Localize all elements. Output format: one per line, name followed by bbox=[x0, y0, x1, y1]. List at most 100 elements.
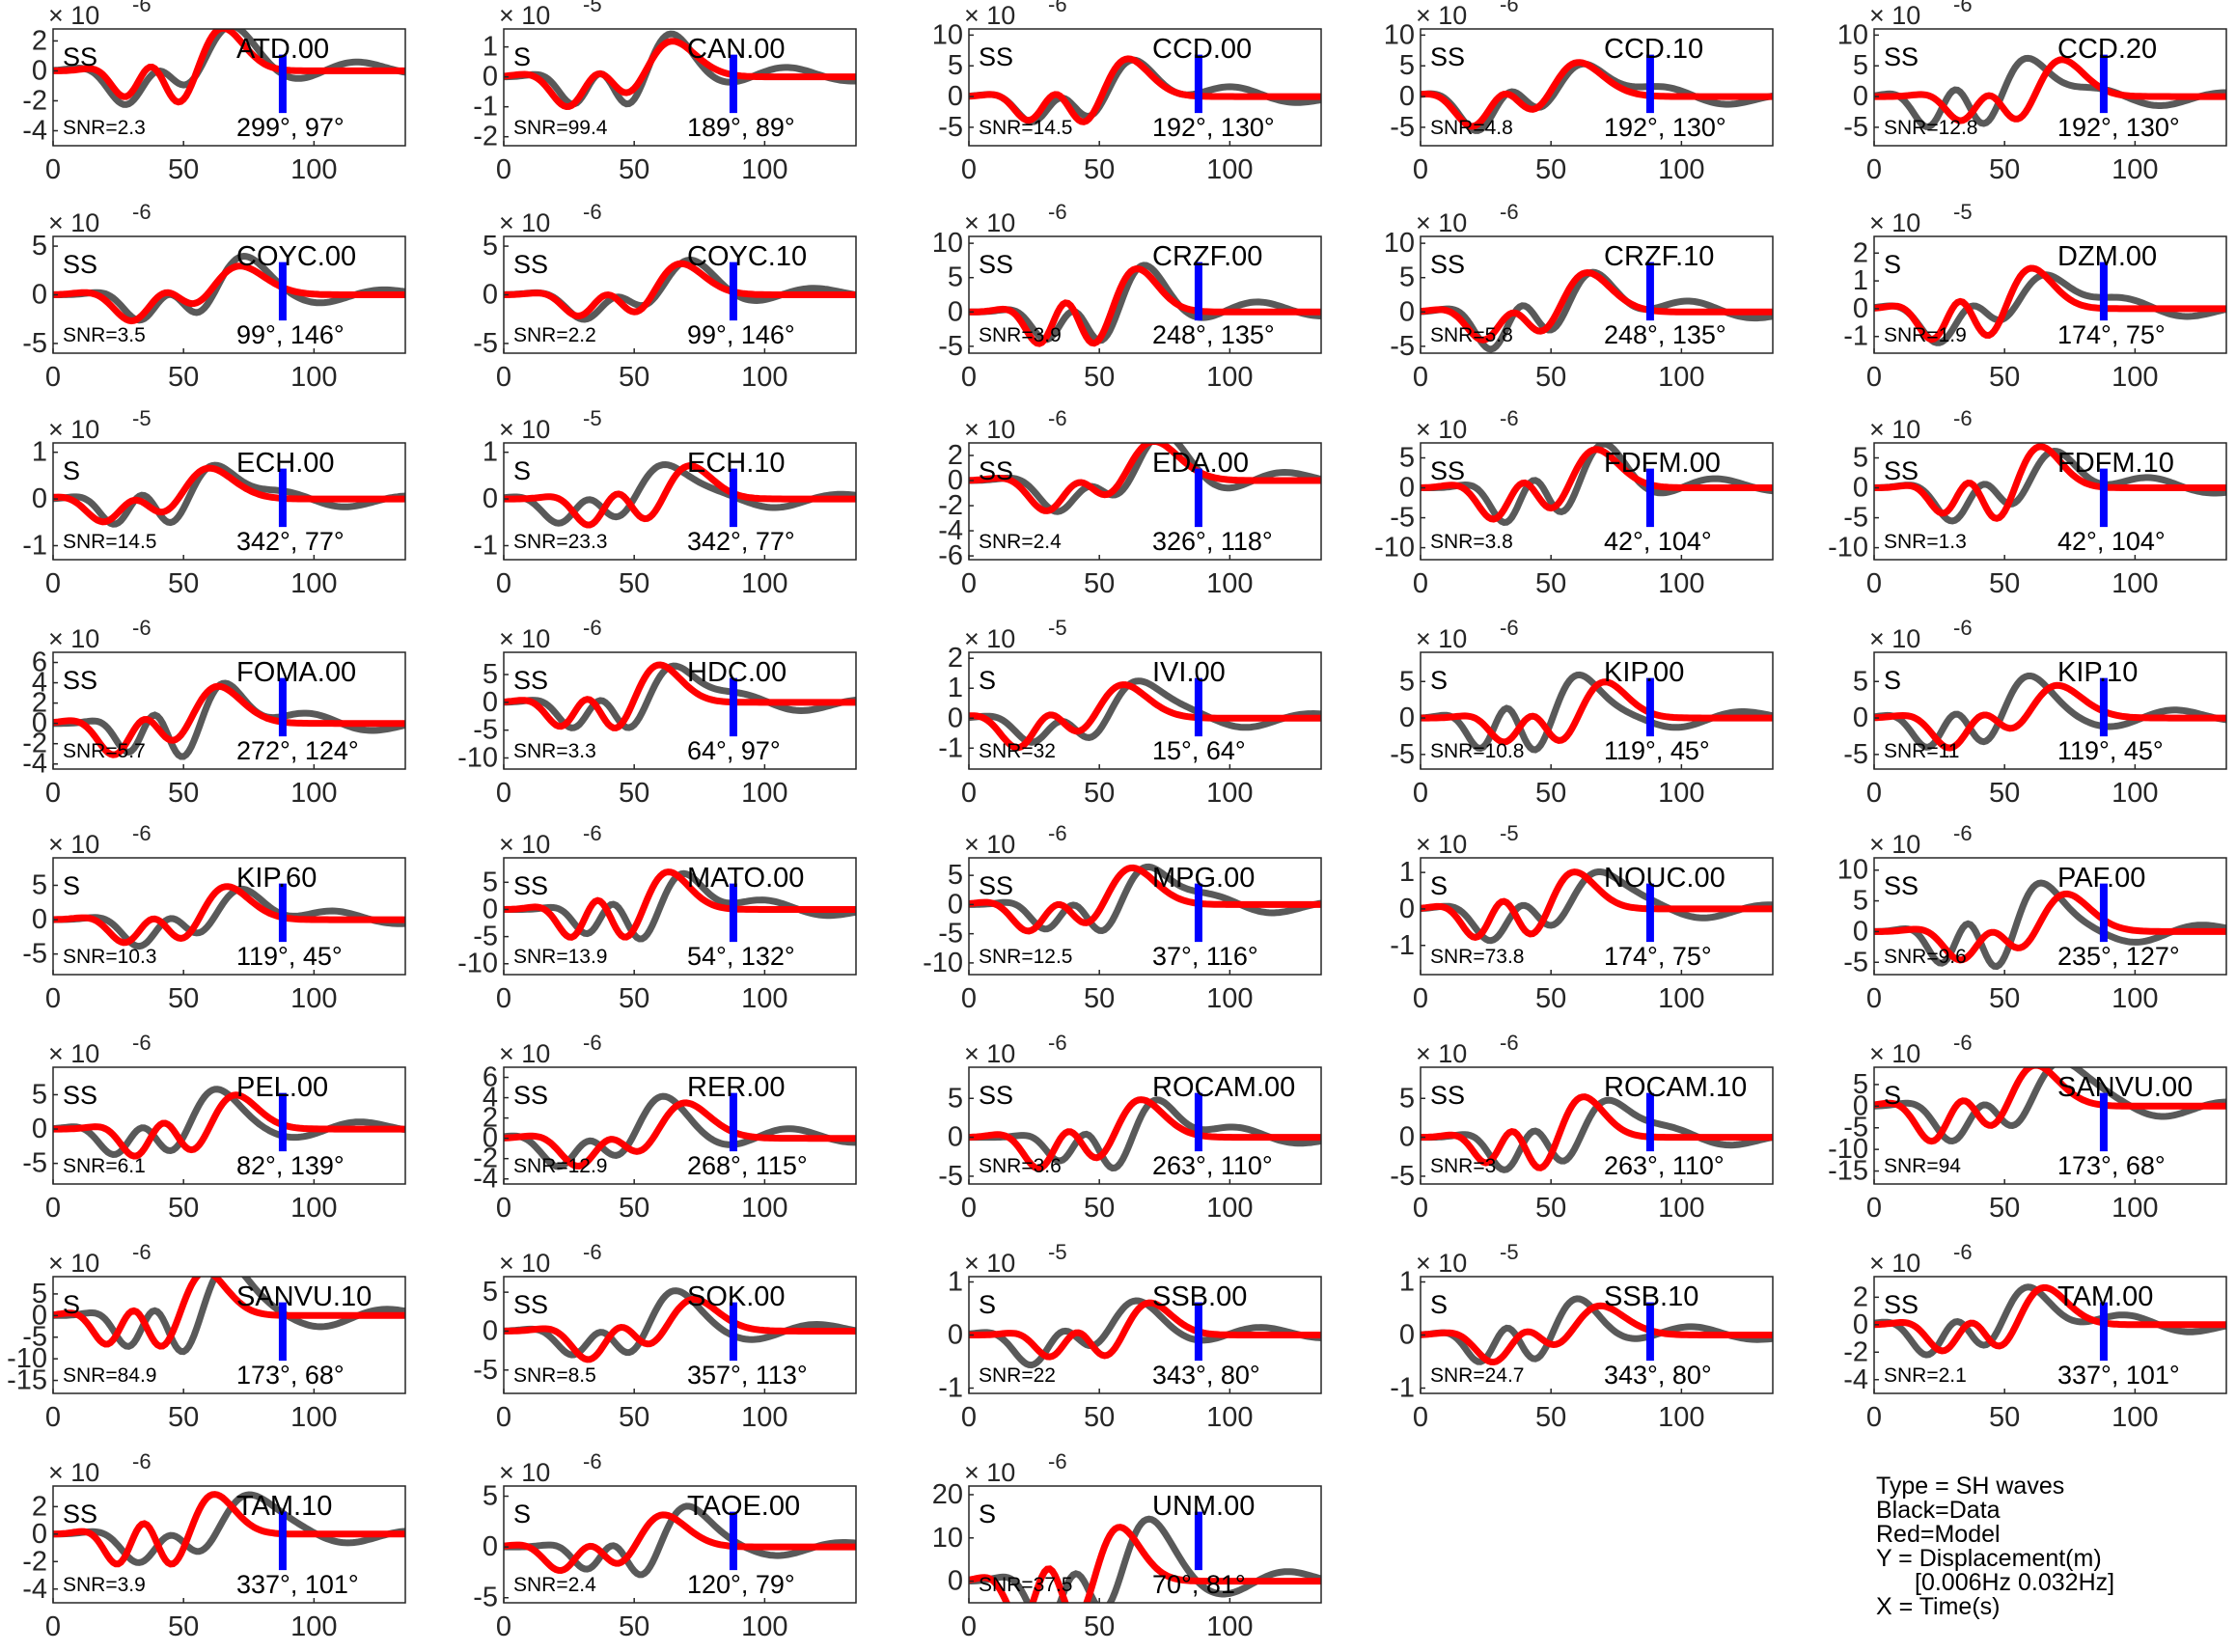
y-tick-label: 0 bbox=[948, 81, 963, 112]
axes-frame bbox=[503, 651, 857, 770]
phase-label: SS bbox=[979, 1081, 1013, 1110]
y-exponent: × 10 bbox=[499, 415, 550, 444]
y-tick-label: 2 bbox=[32, 1491, 47, 1522]
x-tick-label: 0 bbox=[45, 568, 61, 599]
y-exponent: × 10 bbox=[1869, 1249, 1920, 1278]
phase-label: S bbox=[1884, 250, 1901, 279]
y-tick-label: 2 bbox=[483, 1103, 498, 1134]
snr-label: SNR=3.9 bbox=[979, 324, 1062, 346]
model-trace bbox=[53, 464, 405, 526]
phase-label: SS bbox=[1884, 42, 1919, 71]
x-tick-label: 0 bbox=[961, 568, 977, 599]
phase-label: S bbox=[1430, 1290, 1448, 1319]
snr-label: SNR=8.5 bbox=[513, 1364, 596, 1387]
y-tick-label: -1 bbox=[473, 530, 498, 561]
y-exponent: × 10 bbox=[1416, 624, 1467, 653]
x-tick-label: 50 bbox=[1989, 778, 2020, 809]
y-tick-label: 5 bbox=[1853, 50, 1868, 81]
legend-band: [0.006Hz 0.032Hz] bbox=[1915, 1569, 2115, 1596]
x-tick-label: 50 bbox=[1535, 1193, 1566, 1224]
y-tick-label: -5 bbox=[1390, 112, 1415, 143]
y-tick-label: -5 bbox=[473, 328, 498, 359]
legend-type: Type = SH waves bbox=[1876, 1473, 2065, 1500]
snr-label: SNR=1.9 bbox=[1884, 324, 1967, 346]
x-tick-label: 100 bbox=[2112, 983, 2158, 1014]
x-tick-label: 50 bbox=[1989, 568, 2020, 599]
y-exponent: × 10 bbox=[1869, 1, 1920, 30]
y-tick-label: 5 bbox=[483, 659, 498, 690]
x-tick-label: 100 bbox=[290, 154, 337, 185]
y-tick-label: 6 bbox=[32, 647, 47, 678]
station-label: KIP.60 bbox=[236, 863, 317, 894]
legend-x: X = Time(s) bbox=[1876, 1593, 2001, 1620]
axes-frame bbox=[503, 28, 857, 147]
x-tick-label: 0 bbox=[45, 154, 61, 185]
station-label: SANVU.10 bbox=[236, 1281, 372, 1312]
y-tick-label: 0 bbox=[948, 1566, 963, 1597]
x-tick-label: 50 bbox=[619, 154, 649, 185]
station-label: EDA.00 bbox=[1152, 448, 1249, 479]
y-tick-label: 5 bbox=[948, 50, 963, 81]
snr-label: SNR=2.3 bbox=[63, 117, 146, 139]
angles-label: 263°, 110° bbox=[1152, 1151, 1273, 1180]
y-tick-label: 5 bbox=[32, 231, 47, 262]
y-exponent-power: -6 bbox=[1500, 0, 1519, 16]
station-label: CRZF.10 bbox=[1604, 241, 1714, 272]
snr-label: SNR=12.5 bbox=[979, 946, 1072, 968]
y-tick-label: -5 bbox=[938, 1161, 963, 1192]
x-tick-label: 50 bbox=[168, 1193, 199, 1224]
x-tick-label: 0 bbox=[496, 154, 511, 185]
x-tick-label: 0 bbox=[961, 778, 977, 809]
y-exponent-power: -6 bbox=[1048, 200, 1067, 224]
y-tick-label: -1 bbox=[22, 530, 47, 561]
model-trace bbox=[969, 265, 1321, 347]
snr-label: SNR=3.8 bbox=[1430, 531, 1513, 553]
axes-frame bbox=[1873, 442, 2227, 561]
x-tick-label: 100 bbox=[741, 1402, 787, 1433]
y-tick-label: -5 bbox=[22, 1148, 47, 1179]
snr-label: SNR=23.3 bbox=[513, 531, 607, 553]
phase-label: S bbox=[63, 871, 80, 900]
subplot-nouc-00: 0 50 100 1 0 -1 × 10 -5 S NOUC.00 SNR=73.8 174°, 75… bbox=[1390, 821, 1774, 1014]
y-tick-label: 0 bbox=[32, 55, 47, 86]
station-label: SOK.00 bbox=[687, 1281, 786, 1312]
y-tick-label: 5 bbox=[1399, 443, 1415, 474]
y-tick-label: 5 bbox=[32, 1079, 47, 1110]
y-tick-label: -5 bbox=[22, 1322, 47, 1353]
y-tick-label: 0 bbox=[32, 483, 47, 514]
x-tick-label: 50 bbox=[619, 1611, 649, 1642]
angles-label: 174°, 75° bbox=[2057, 320, 2166, 349]
x-tick-label: 100 bbox=[741, 778, 787, 809]
y-tick-label: 0 bbox=[1399, 1122, 1415, 1153]
y-tick-label: -10 bbox=[457, 742, 498, 773]
y-tick-label: -10 bbox=[1828, 1134, 1868, 1165]
y-exponent-power: -6 bbox=[583, 821, 602, 845]
y-tick-label: -5 bbox=[473, 1355, 498, 1386]
y-tick-label: 0 bbox=[1853, 81, 1868, 112]
x-tick-label: 100 bbox=[741, 568, 787, 599]
snr-label: SNR=3.5 bbox=[63, 324, 146, 346]
x-tick-label: 0 bbox=[45, 983, 61, 1014]
axes-frame bbox=[52, 1276, 406, 1394]
model-trace bbox=[1874, 443, 2226, 522]
y-exponent-power: -6 bbox=[1048, 406, 1067, 430]
x-tick-label: 100 bbox=[290, 1193, 337, 1224]
axes-frame bbox=[1873, 651, 2227, 770]
y-exponent: × 10 bbox=[48, 1249, 99, 1278]
y-tick-label: 5 bbox=[1399, 50, 1415, 81]
x-tick-label: 100 bbox=[1658, 568, 1704, 599]
x-tick-label: 100 bbox=[290, 778, 337, 809]
angles-label: 119°, 45° bbox=[236, 942, 343, 971]
axes-frame bbox=[1873, 857, 2227, 976]
y-exponent: × 10 bbox=[1416, 830, 1467, 859]
model-trace bbox=[1421, 1093, 1773, 1171]
y-tick-label: 0 bbox=[483, 280, 498, 311]
y-tick-label: 0 bbox=[948, 1122, 963, 1153]
angles-label: 173°, 68° bbox=[236, 1361, 345, 1390]
